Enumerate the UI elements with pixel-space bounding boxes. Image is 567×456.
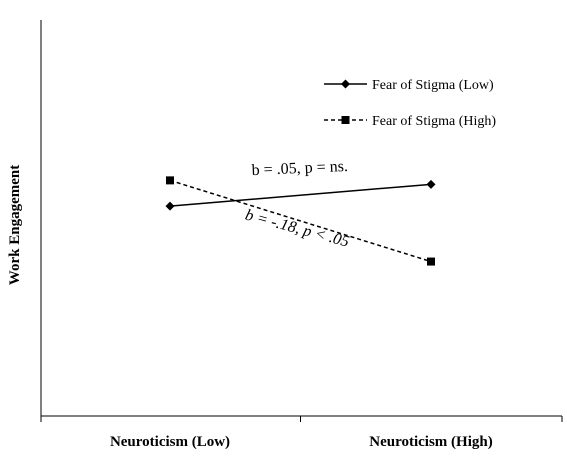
data-point-square [427, 257, 435, 266]
data-point-diamond [426, 179, 436, 189]
legend-label: Fear of Stigma (High) [372, 114, 496, 129]
legend-marker-square [341, 116, 350, 124]
data-point-square [166, 176, 174, 185]
series-line [169, 179, 432, 263]
legend-label: Fear of Stigma (Low) [372, 78, 494, 93]
data-point-diamond [165, 201, 175, 211]
legend: Fear of Stigma (Low) Fear of Stigma (High… [324, 78, 496, 129]
legend-marker-diamond [341, 79, 350, 89]
series-line [169, 183, 432, 207]
annotation-low-stigma: b = .05, p = ns. [251, 158, 348, 179]
annotation-high-stigma: b = -.18, p < .05 [243, 207, 351, 251]
x-tick-label: Neuroticism (Low) [110, 434, 230, 450]
x-tick-label: Neuroticism (High) [369, 434, 492, 450]
y-axis-label: Work Engagement [7, 165, 23, 285]
